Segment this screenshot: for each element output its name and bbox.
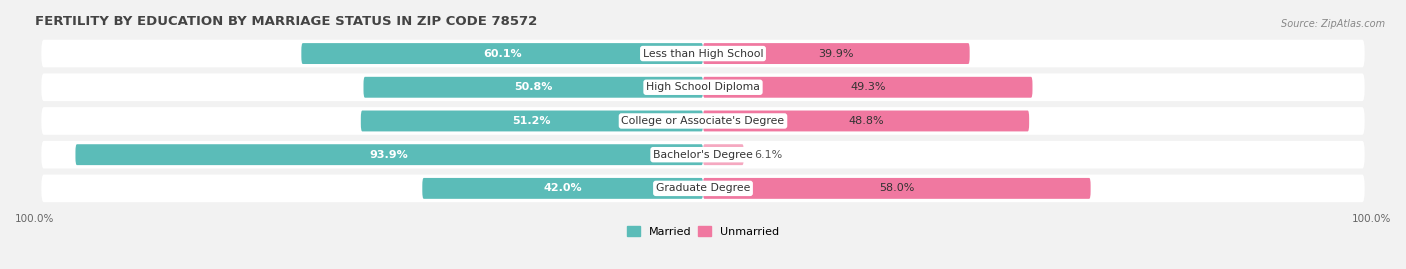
- Text: 50.8%: 50.8%: [515, 82, 553, 92]
- FancyBboxPatch shape: [361, 111, 703, 132]
- FancyBboxPatch shape: [703, 43, 970, 64]
- FancyBboxPatch shape: [422, 178, 703, 199]
- Legend: Married, Unmarried: Married, Unmarried: [621, 222, 785, 242]
- FancyBboxPatch shape: [703, 111, 1029, 132]
- FancyBboxPatch shape: [76, 144, 703, 165]
- Text: 93.9%: 93.9%: [370, 150, 409, 160]
- Text: 48.8%: 48.8%: [848, 116, 884, 126]
- Text: Source: ZipAtlas.com: Source: ZipAtlas.com: [1281, 19, 1385, 29]
- Text: FERTILITY BY EDUCATION BY MARRIAGE STATUS IN ZIP CODE 78572: FERTILITY BY EDUCATION BY MARRIAGE STATU…: [35, 15, 537, 28]
- FancyBboxPatch shape: [364, 77, 703, 98]
- Text: Graduate Degree: Graduate Degree: [655, 183, 751, 193]
- Text: Bachelor's Degree: Bachelor's Degree: [652, 150, 754, 160]
- FancyBboxPatch shape: [703, 77, 1032, 98]
- FancyBboxPatch shape: [41, 40, 1365, 67]
- FancyBboxPatch shape: [41, 141, 1365, 168]
- Text: 49.3%: 49.3%: [851, 82, 886, 92]
- FancyBboxPatch shape: [41, 107, 1365, 135]
- Text: 39.9%: 39.9%: [818, 49, 853, 59]
- FancyBboxPatch shape: [703, 144, 744, 165]
- Text: High School Diploma: High School Diploma: [647, 82, 759, 92]
- Text: 6.1%: 6.1%: [754, 150, 782, 160]
- Text: 42.0%: 42.0%: [543, 183, 582, 193]
- Text: Less than High School: Less than High School: [643, 49, 763, 59]
- Text: College or Associate's Degree: College or Associate's Degree: [621, 116, 785, 126]
- Text: 51.2%: 51.2%: [513, 116, 551, 126]
- FancyBboxPatch shape: [41, 73, 1365, 101]
- Text: 58.0%: 58.0%: [879, 183, 914, 193]
- Text: 60.1%: 60.1%: [482, 49, 522, 59]
- FancyBboxPatch shape: [41, 175, 1365, 202]
- FancyBboxPatch shape: [301, 43, 703, 64]
- FancyBboxPatch shape: [703, 178, 1091, 199]
